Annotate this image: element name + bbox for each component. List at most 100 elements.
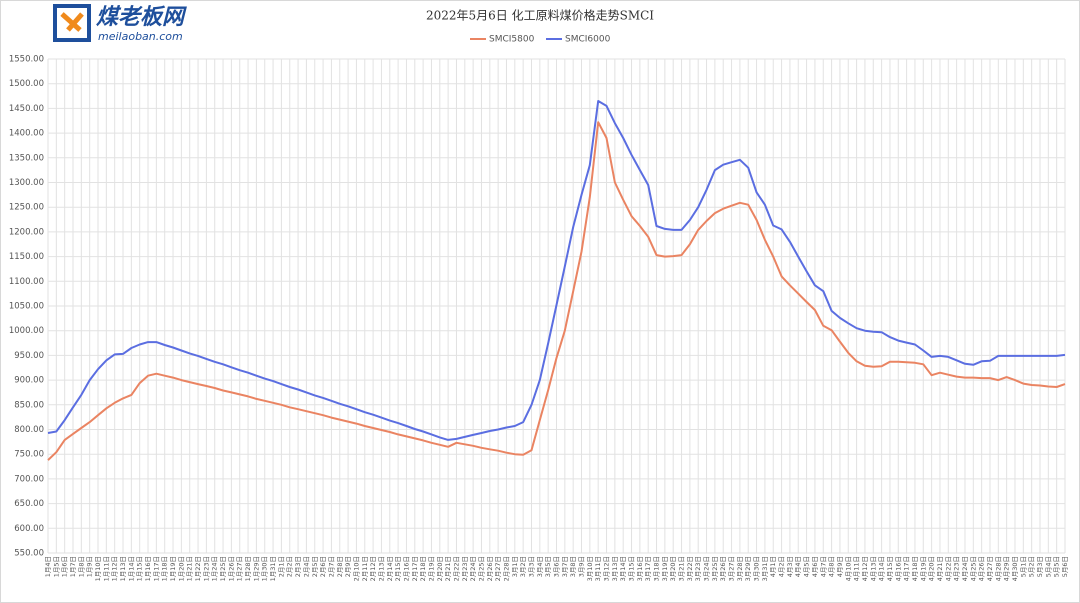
x-tick-label: 3月29日 <box>744 556 752 581</box>
x-tick-label: 2月24日 <box>469 556 477 581</box>
x-tick-label: 2月20日 <box>436 556 444 581</box>
y-tick-label: 1450.00 <box>9 104 44 114</box>
x-tick-label: 3月17日 <box>644 556 652 581</box>
x-tick-label: 5月6日 <box>1061 556 1069 577</box>
legend-label: SMCI6000 <box>565 35 611 45</box>
x-tick-label: 2月22日 <box>452 556 460 581</box>
x-tick-label: 4月2日 <box>778 556 786 577</box>
x-tick-label: 3月16日 <box>636 556 644 581</box>
x-tick-label: 4月28日 <box>994 556 1002 581</box>
y-tick-label: 700.00 <box>14 474 44 484</box>
x-tick-label: 3月8日 <box>569 556 577 577</box>
x-tick-label: 2月11日 <box>361 556 369 581</box>
x-tick-label: 3月20日 <box>669 556 677 581</box>
x-tick-label: 4月25日 <box>969 556 977 581</box>
x-tick-label: 5月1日 <box>1019 556 1027 577</box>
y-tick-label: 1350.00 <box>9 153 44 163</box>
y-tick-label: 1250.00 <box>9 203 44 213</box>
x-tick-label: 4月10日 <box>844 556 852 581</box>
x-tick-label: 4月22日 <box>944 556 952 581</box>
x-tick-label: 3月19日 <box>661 556 669 581</box>
x-tick-label: 3月27日 <box>728 556 736 581</box>
x-tick-label: 4月11日 <box>853 556 861 581</box>
x-tick-label: 1月28日 <box>244 556 252 581</box>
x-tick-label: 4月16日 <box>894 556 902 581</box>
x-tick-label: 4月14日 <box>878 556 886 581</box>
x-tick-label: 4月27日 <box>986 556 994 581</box>
series-line <box>47 100 1066 441</box>
x-tick-label: 1月5日 <box>52 556 60 577</box>
x-tick-label: 3月21日 <box>678 556 686 581</box>
x-tick-label: 3月7日 <box>561 556 569 577</box>
x-tick-label: 2月3日 <box>294 556 302 577</box>
y-tick-label: 950.00 <box>14 351 44 361</box>
x-tick-label: 2月16日 <box>402 556 410 581</box>
x-tick-label: 3月23日 <box>694 556 702 581</box>
x-tick-label: 1月31日 <box>269 556 277 581</box>
x-tick-label: 4月13日 <box>869 556 877 581</box>
x-tick-label: 4月17日 <box>903 556 911 581</box>
x-tick-label: 5月3日 <box>1036 556 1044 577</box>
x-tick-label: 3月18日 <box>653 556 661 581</box>
x-tick-label: 4月20日 <box>928 556 936 581</box>
x-tick-label: 1月4日 <box>44 556 52 577</box>
y-tick-label: 1100.00 <box>9 277 44 287</box>
x-tick-label: 2月5日 <box>311 556 319 577</box>
x-tick-label: 3月9日 <box>578 556 586 577</box>
y-tick-label: 900.00 <box>14 376 44 386</box>
y-tick-label: 650.00 <box>14 499 44 509</box>
logo-name: 煤老板网 <box>96 5 187 30</box>
x-tick-label: 4月30日 <box>1011 556 1019 581</box>
x-tick-label: 3月14日 <box>619 556 627 581</box>
y-tick-label: 800.00 <box>14 425 44 435</box>
x-tick-label: 2月18日 <box>419 556 427 581</box>
x-tick-label: 2月26日 <box>486 556 494 581</box>
x-tick-label: 2月10日 <box>352 556 360 581</box>
x-tick-label: 2月14日 <box>386 556 394 581</box>
logo-icon-mark <box>60 12 84 32</box>
y-tick-label: 1550.00 <box>9 55 44 65</box>
x-tick-label: 2月15日 <box>394 556 402 581</box>
y-tick-label: 550.00 <box>14 549 44 559</box>
x-tick-label: 4月21日 <box>936 556 944 581</box>
y-tick-label: 1300.00 <box>9 178 44 188</box>
x-tick-label: 1月10日 <box>94 556 102 581</box>
x-tick-label: 4月6日 <box>811 556 819 577</box>
x-tick-label: 1月21日 <box>186 556 194 581</box>
x-tick-label: 4月9日 <box>836 556 844 577</box>
y-tick-label: 1400.00 <box>9 129 44 139</box>
logo-url: meilaoban.com <box>98 30 183 43</box>
x-tick-label: 3月6日 <box>553 556 561 577</box>
x-tick-label: 3月31日 <box>761 556 769 581</box>
x-tick-label: 3月28日 <box>736 556 744 581</box>
x-tick-label: 1月19日 <box>169 556 177 581</box>
x-tick-label: 2月4日 <box>302 556 310 577</box>
x-tick-label: 3月22日 <box>686 556 694 581</box>
x-tick-label: 1月9日 <box>86 556 94 577</box>
x-tick-label: 3月4日 <box>536 556 544 577</box>
y-tick-label: 1050.00 <box>9 302 44 312</box>
x-tick-label: 2月12日 <box>369 556 377 581</box>
x-tick-label: 3月2日 <box>519 556 527 577</box>
x-tick-label: 4月12日 <box>861 556 869 581</box>
chart-title: 2022年5月6日 化工原料煤价格走势SMCI <box>426 8 654 23</box>
x-tick-label: 4月23日 <box>953 556 961 581</box>
x-tick-label: 2月9日 <box>344 556 352 577</box>
x-tick-label: 3月11日 <box>594 556 602 581</box>
x-tick-label: 2月25日 <box>477 556 485 581</box>
x-tick-label: 2月28日 <box>502 556 510 581</box>
y-tick-label: 1500.00 <box>9 79 44 89</box>
x-tick-label: 1月7日 <box>69 556 77 577</box>
x-tick-label: 4月26日 <box>978 556 986 581</box>
x-tick-label: 2月2日 <box>286 556 294 577</box>
y-tick-label: 1200.00 <box>9 227 44 237</box>
x-tick-label: 2月6日 <box>319 556 327 577</box>
x-tick-label: 3月12日 <box>603 556 611 581</box>
x-tick-label: 3月25日 <box>711 556 719 581</box>
x-tick-label: 1月8日 <box>77 556 85 577</box>
x-tick-label: 1月17日 <box>152 556 160 581</box>
x-tick-label: 5月2日 <box>1028 556 1036 577</box>
legend-label: SMCI5800 <box>489 35 535 45</box>
y-tick-label: 750.00 <box>14 450 44 460</box>
